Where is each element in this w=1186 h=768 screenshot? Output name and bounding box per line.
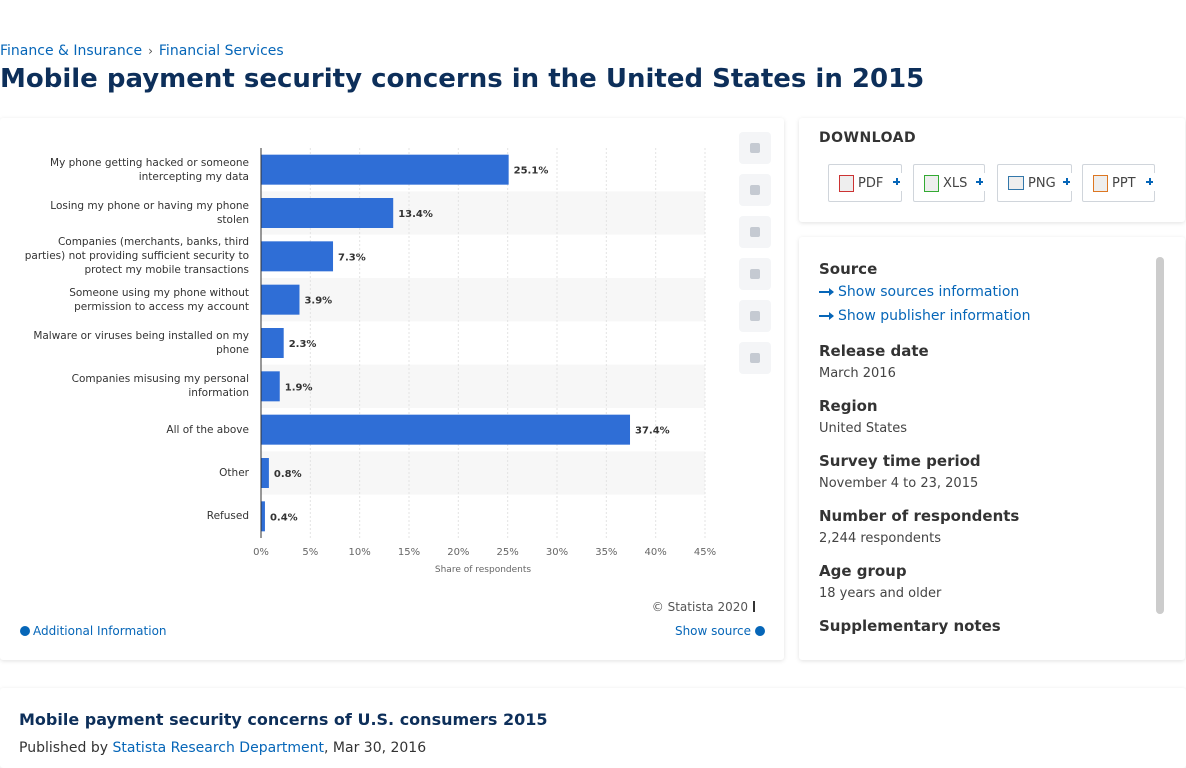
details-card: Source Show sources information Show pub…: [799, 237, 1185, 660]
footer-card: Mobile payment security concerns of U.S.…: [0, 688, 1186, 768]
published-prefix: Published by: [19, 740, 109, 756]
png-button[interactable]: PNG: [997, 164, 1073, 202]
detail-label: Release date: [819, 342, 929, 360]
value-label: 7.3%: [338, 252, 366, 263]
row-band: [261, 364, 705, 408]
value-label: 0.4%: [270, 512, 298, 523]
value-label: 1.9%: [285, 382, 313, 393]
x-tick-label: 10%: [349, 547, 371, 558]
chart: 0% 5% 10% 15% 20% 25% 30% 35% 40% 45% Share of res…: [253, 148, 716, 575]
x-tick-label: 35%: [595, 547, 617, 558]
bar: [261, 371, 280, 402]
sources-link[interactable]: Show sources information: [819, 284, 1019, 300]
detail-value: November 4 to 23, 2015: [819, 476, 979, 491]
category-label: My phone getting hacked or someone inter…: [50, 156, 249, 183]
supplementary-label: Supplementary notes: [819, 617, 1001, 635]
link-text: Show sources information: [838, 284, 1020, 300]
category-label: Losing my phone or having my phone stole…: [50, 199, 249, 226]
detail-label: Age group: [819, 562, 907, 580]
x-tick-label: 0%: [253, 547, 269, 558]
x-tick-label: 40%: [645, 547, 667, 558]
x-tick-label: 30%: [546, 547, 568, 558]
settings-button[interactable]: [739, 216, 771, 248]
publisher-link[interactable]: Statista Research Department: [112, 740, 325, 756]
page-title: Mobile payment security concerns in the …: [0, 64, 925, 94]
show-source-text: Show source: [674, 624, 751, 638]
download-card: DOWNLOAD PDF XLS PNG PPT: [799, 118, 1185, 222]
value-label: 3.9%: [304, 296, 332, 307]
category-label: Someone using my phone without permissio…: [69, 286, 249, 313]
bar: [261, 458, 269, 488]
bar: [261, 284, 300, 315]
value-label: 13.4%: [398, 209, 433, 220]
ppt-button[interactable]: PPT: [1082, 164, 1156, 202]
footer-title: Mobile payment security concerns of U.S.…: [19, 710, 548, 729]
value-label: 2.3%: [289, 339, 317, 350]
bar: [261, 198, 394, 228]
category-label: Refused: [206, 510, 249, 523]
x-tick-label: 45%: [694, 547, 716, 558]
detail-value: 2,244 respondents: [819, 531, 941, 546]
detail-label: Survey time period: [819, 452, 981, 470]
button-label: PNG: [1028, 175, 1056, 191]
x-tick-label: 25%: [497, 547, 519, 558]
print-button[interactable]: [739, 342, 771, 374]
x-axis-title: Share of respondents: [435, 565, 532, 575]
detail-value: 18 years and older: [819, 586, 942, 601]
detail-label: Region: [819, 397, 878, 415]
publisher-link[interactable]: Show publisher information: [819, 308, 1030, 324]
x-tick-label: 5%: [302, 547, 318, 558]
category-label: Other: [219, 466, 249, 479]
value-label: 37.4%: [635, 426, 670, 437]
detail-value: March 2016: [819, 366, 896, 381]
bar: [261, 501, 265, 532]
download-title: DOWNLOAD: [819, 130, 917, 146]
row-band: [261, 451, 705, 495]
flag-icon[interactable]: [753, 601, 765, 612]
x-tick-label: 20%: [447, 547, 469, 558]
category-label: Malware or viruses being installed on my…: [33, 329, 249, 356]
category-label: Companies misusing my personal informati…: [71, 373, 249, 400]
breadcrumb-link[interactable]: Finance & Insurance: [0, 43, 143, 59]
publish-date: , Mar 30, 2016: [324, 740, 427, 756]
value-label: 25.1%: [514, 166, 549, 177]
favorite-button[interactable]: [739, 132, 771, 164]
source-label: Source: [819, 260, 878, 278]
published-line: Published by Statista Research Departmen…: [19, 740, 426, 756]
bar: [261, 154, 509, 185]
value-label: 0.8%: [274, 469, 302, 480]
category-label: All of the above: [166, 423, 249, 436]
share-button[interactable]: [739, 258, 771, 290]
button-label: PDF: [858, 175, 884, 191]
additional-info-text: Additional Information: [33, 624, 167, 638]
copyright: © Statista 2020: [651, 600, 748, 614]
breadcrumb-link[interactable]: Financial Services: [158, 43, 284, 59]
detail-value: United States: [819, 421, 908, 436]
x-tick-label: 15%: [398, 547, 420, 558]
link-text: Show publisher information: [838, 308, 1031, 324]
category-label: Companies (merchants, banks, third parti…: [24, 236, 249, 277]
bar: [261, 328, 284, 358]
show-source-link[interactable]: Show source: [675, 624, 765, 638]
button-label: PPT: [1112, 175, 1136, 191]
xls-button[interactable]: XLS: [913, 164, 986, 202]
notify-button[interactable]: [739, 174, 771, 206]
button-label: XLS: [943, 175, 968, 191]
breadcrumb: Finance & Insurance › Financial Services: [0, 43, 284, 59]
scrollbar[interactable]: [1156, 257, 1164, 614]
breadcrumb-separator: ›: [148, 44, 153, 58]
detail-label: Number of respondents: [819, 507, 1020, 525]
chart-card: 0% 5% 10% 15% 20% 25% 30% 35% 40% 45% Share of res…: [0, 118, 784, 660]
bar: [261, 241, 334, 272]
additional-info-link[interactable]: Additional Information: [20, 624, 167, 638]
cite-button[interactable]: [739, 300, 771, 332]
bar: [261, 414, 631, 445]
pdf-button[interactable]: PDF: [828, 164, 903, 202]
row-band: [261, 278, 705, 322]
